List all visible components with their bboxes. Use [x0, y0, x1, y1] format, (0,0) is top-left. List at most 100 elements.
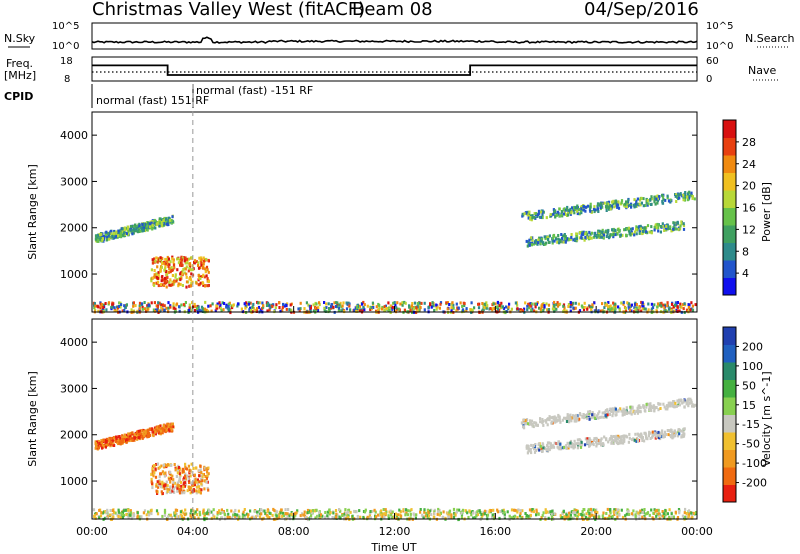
data-cell: [588, 236, 591, 240]
data-cell: [563, 515, 566, 519]
data-cell: [546, 308, 549, 312]
data-cell: [685, 308, 689, 312]
data-cell: [486, 513, 490, 517]
data-cell: [148, 513, 151, 517]
data-cell: [645, 402, 648, 406]
data-cell: [128, 435, 132, 439]
data-cell: [201, 307, 204, 311]
data-cell: [499, 510, 502, 513]
data-cell: [286, 512, 289, 516]
data-cell: [205, 257, 208, 261]
data-cell: [638, 404, 641, 408]
data-cell: [127, 229, 130, 233]
data-cell: [206, 474, 209, 478]
data-cell: [213, 515, 216, 519]
data-cell: [328, 309, 331, 313]
nave-tick-low: 0: [706, 74, 712, 85]
data-cell: [582, 513, 585, 517]
data-cell: [465, 309, 468, 313]
data-cell: [627, 198, 630, 202]
data-cell: [271, 513, 274, 517]
data-cell: [539, 307, 542, 311]
data-cell: [453, 511, 456, 515]
data-cell: [681, 401, 684, 405]
data-cell: [133, 229, 136, 232]
data-cell: [666, 304, 669, 307]
data-cell: [685, 516, 688, 520]
data-cell: [450, 306, 453, 310]
data-cell: [288, 514, 291, 518]
data-cell: [623, 434, 626, 438]
data-cell: [637, 226, 640, 230]
data-cell: [547, 238, 550, 241]
data-cell: [595, 415, 599, 419]
data-cell: [204, 284, 207, 288]
data-cell: [591, 513, 594, 517]
data-cell: [96, 304, 99, 308]
data-cell: [584, 437, 587, 441]
data-cell: [521, 308, 524, 312]
data-cell: [683, 198, 686, 202]
data-cell: [657, 408, 660, 412]
data-cell: [275, 514, 278, 518]
data-cell: [178, 472, 181, 476]
data-cell: [662, 225, 665, 229]
data-cell: [553, 419, 556, 422]
beam-label: Beam 08: [352, 0, 433, 20]
data-cell: [530, 443, 533, 447]
data-cell: [613, 408, 616, 412]
data-cell: [550, 416, 553, 420]
data-cell: [581, 510, 584, 513]
data-cell: [182, 483, 185, 487]
data-cell: [102, 235, 105, 238]
data-cell: [113, 436, 116, 439]
data-cell: [169, 260, 172, 264]
data-cell: [583, 238, 586, 242]
data-cell: [192, 484, 195, 488]
data-cell: [542, 419, 545, 423]
data-cell: [605, 438, 608, 442]
data-cell: [614, 199, 618, 203]
data-cell: [266, 302, 269, 306]
data-cell: [503, 514, 506, 518]
data-cell: [179, 510, 182, 514]
data-cell: [285, 304, 288, 308]
data-cell: [169, 463, 172, 467]
data-cell: [269, 306, 272, 310]
data-cell: [175, 302, 179, 306]
data-cell: [157, 280, 160, 284]
data-cell: [194, 466, 197, 470]
data-cell: [369, 308, 372, 311]
data-cell: [399, 510, 402, 514]
data-cell: [612, 411, 615, 415]
data-cell: [99, 233, 102, 237]
data-cell: [529, 304, 532, 308]
data-cell: [501, 305, 504, 309]
data-cell: [530, 236, 533, 240]
data-cell: [164, 267, 167, 270]
data-cell: [423, 308, 426, 312]
data-cell: [636, 438, 639, 442]
data-cell: [223, 302, 226, 305]
data-cell: [539, 210, 543, 214]
data-cell: [150, 477, 153, 481]
data-cell: [410, 304, 413, 308]
data-cell: [626, 508, 629, 512]
data-cell: [188, 481, 191, 484]
data-cell: [609, 437, 612, 440]
data-cell: [637, 306, 640, 310]
data-cell: [193, 483, 197, 487]
data-cell: [557, 237, 560, 241]
data-cell: [557, 303, 560, 306]
data-cell: [94, 441, 97, 445]
data-cell: [195, 281, 198, 285]
data-cell: [616, 228, 620, 232]
data-cell: [666, 429, 669, 432]
nave-tick-high: 60: [706, 56, 719, 67]
data-cell: [472, 516, 475, 520]
data-cell: [112, 513, 115, 517]
data-cell: [338, 508, 341, 511]
data-cell: [616, 203, 619, 207]
data-cell: [259, 308, 262, 312]
